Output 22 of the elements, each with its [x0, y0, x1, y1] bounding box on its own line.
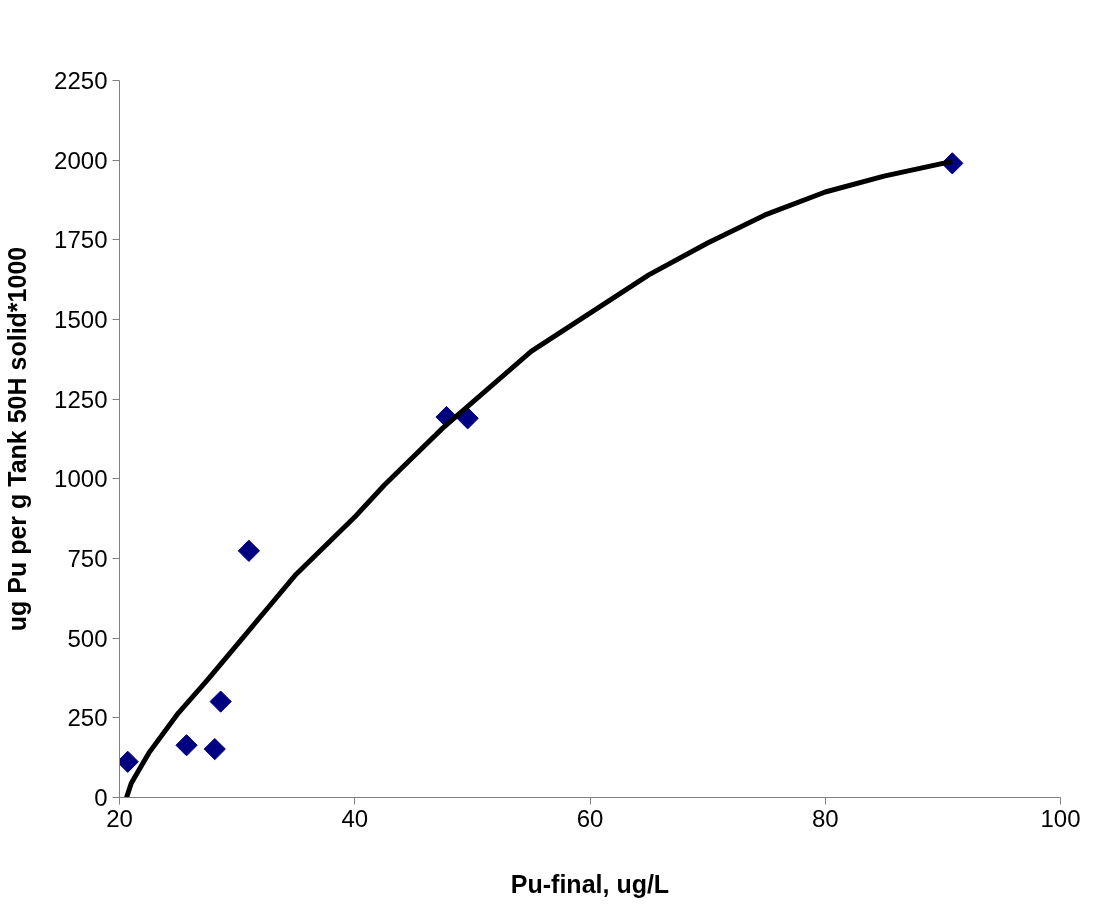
x-axis-title: Pu-final, ug/L: [510, 869, 670, 898]
point: [175, 734, 198, 757]
x-tick-label: 80: [811, 804, 839, 832]
y-tick-label: 2000: [54, 146, 108, 174]
x-tick-label: 20: [106, 804, 133, 832]
y-tick-label: 1500: [54, 306, 108, 333]
x-tick-label: 40: [341, 804, 369, 832]
point: [203, 737, 226, 761]
y-tick-label: 0: [94, 784, 108, 811]
point: [209, 690, 232, 713]
point: [456, 407, 479, 430]
y-tick-label: 250: [67, 704, 108, 732]
y-tick-label: 750: [67, 545, 108, 572]
y-tick-label: 1750: [54, 226, 108, 254]
y-tick-label: 1250: [54, 385, 108, 413]
x-tick-label: 100: [1040, 804, 1081, 832]
y-tick-label: 500: [67, 624, 108, 652]
point: [237, 539, 260, 562]
y-tick-label: 1000: [54, 465, 108, 493]
y-tick-label: 2250: [54, 67, 108, 94]
y-axis-title: ug Pu per g Tank 50H solid*1000: [3, 246, 32, 632]
x-tick-label: 60: [576, 804, 604, 832]
